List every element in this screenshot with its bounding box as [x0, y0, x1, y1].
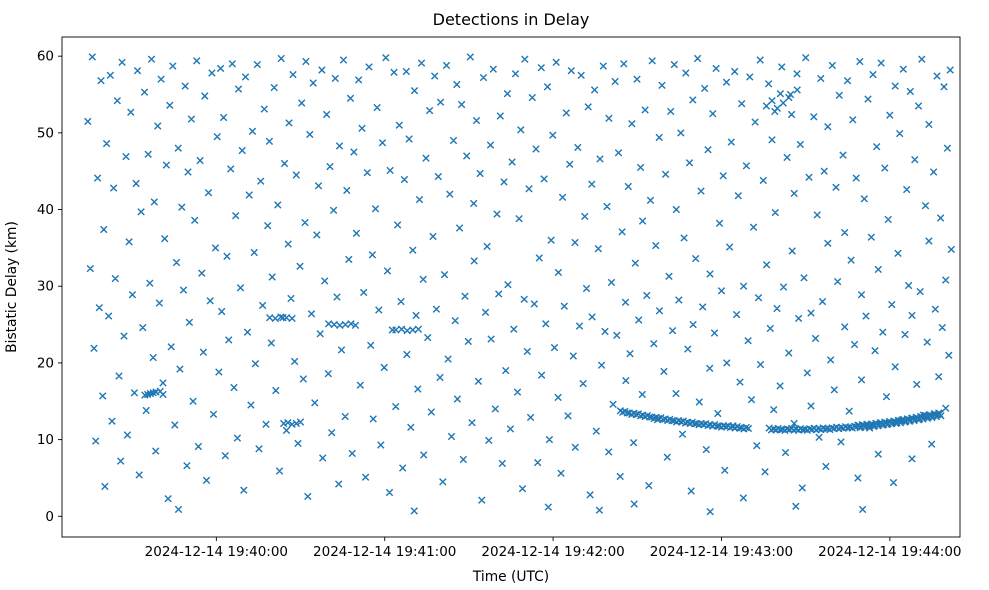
y-tick-label: 40: [37, 202, 54, 218]
series-scattered_detections: [84, 53, 955, 516]
x-tick-label: 2024-12-14 19:43:00: [650, 544, 793, 560]
x-axis-label: Time (UTC): [472, 569, 549, 585]
markers: [84, 53, 955, 516]
series-target_track: [616, 407, 945, 435]
x-tick-label: 2024-12-14 19:42:00: [481, 544, 624, 560]
axes: 2024-12-14 19:40:00 2024-12-14 19:41:00 20…: [37, 36, 962, 560]
y-tick-label: 30: [37, 279, 54, 295]
y-tick-label: 60: [37, 49, 54, 65]
y-axis-label: Bistatic Delay (km): [4, 221, 20, 353]
x-tick-label: 2024-12-14 19:41:00: [313, 544, 456, 560]
y-tick-label: 10: [37, 432, 54, 448]
y-tick-label: 20: [37, 355, 54, 371]
y-tick-label: 0: [45, 509, 54, 525]
x-tick-label: 2024-12-14 19:40:00: [145, 544, 288, 560]
y-tick-label: 50: [37, 125, 54, 141]
plot-spines: [61, 36, 961, 538]
chart-title: Detections in Delay: [433, 10, 590, 29]
x-tick-label: 2024-12-14 19:44:00: [818, 544, 961, 560]
